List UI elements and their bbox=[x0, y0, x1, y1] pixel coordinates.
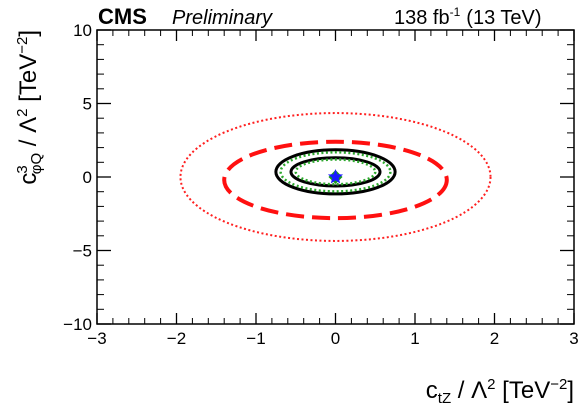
y-tick-label: −10 bbox=[63, 315, 92, 334]
y-title-sup: 3 bbox=[14, 165, 31, 173]
contour-green-dotted-inner bbox=[294, 158, 377, 186]
x-tick-label: 0 bbox=[331, 329, 340, 348]
y-tick-label: 10 bbox=[73, 21, 92, 40]
x-title-base: c bbox=[426, 377, 438, 404]
y-title-unit-sup: −2 bbox=[14, 37, 31, 54]
axis-ticks bbox=[96, 29, 575, 325]
x-tick-label: 2 bbox=[490, 329, 499, 348]
y-title-sup2: 2 bbox=[14, 108, 31, 116]
y-axis-title: c3φQ / Λ2 [TeV−2] bbox=[14, 30, 45, 185]
x-tick-label: −2 bbox=[167, 329, 186, 348]
cms-label: CMS bbox=[98, 4, 147, 29]
energy-label: (13 TeV) bbox=[466, 7, 541, 29]
x-tick-label: −3 bbox=[87, 329, 106, 348]
lumi-value: 138 fb bbox=[394, 7, 450, 29]
x-title-unit-sup: −2 bbox=[550, 376, 567, 393]
contour-black-inner bbox=[289, 156, 382, 188]
y-tick-label: 5 bbox=[83, 95, 92, 114]
y-title-unit: [TeV bbox=[15, 54, 42, 109]
x-tick-label: 1 bbox=[410, 329, 419, 348]
x-title-close: ] bbox=[567, 377, 574, 404]
y-tick-label: 0 bbox=[83, 168, 92, 187]
y-title-rest: / Λ bbox=[15, 117, 42, 153]
lumi-label: 138 fb-1 (13 TeV) bbox=[394, 5, 542, 29]
best-fit-star-marker bbox=[327, 169, 344, 184]
contour-black-outer bbox=[274, 148, 397, 196]
x-title-sup: 2 bbox=[487, 376, 495, 393]
x-title-sub: tZ bbox=[438, 390, 451, 407]
x-title-rest: / Λ bbox=[451, 377, 487, 404]
x-tick-label: −1 bbox=[246, 329, 265, 348]
y-title-base: c bbox=[15, 173, 42, 185]
marker-group bbox=[327, 169, 344, 184]
preliminary-label: Preliminary bbox=[172, 7, 273, 29]
x-title-unit: [TeV bbox=[496, 377, 551, 404]
contour-red-dashed bbox=[222, 139, 449, 221]
x-axis-title: ctZ / Λ2 [TeV−2] bbox=[426, 376, 574, 407]
y-tick-label: −5 bbox=[73, 242, 92, 261]
contour-group bbox=[179, 112, 492, 242]
lumi-exponent: -1 bbox=[450, 5, 461, 19]
contour-red-dotted-outer bbox=[179, 112, 492, 242]
contour-green-dotted-outer bbox=[279, 151, 392, 193]
y-title-close: ] bbox=[15, 30, 42, 37]
x-tick-label: 3 bbox=[569, 329, 578, 348]
y-title-sub: φQ bbox=[28, 153, 45, 174]
